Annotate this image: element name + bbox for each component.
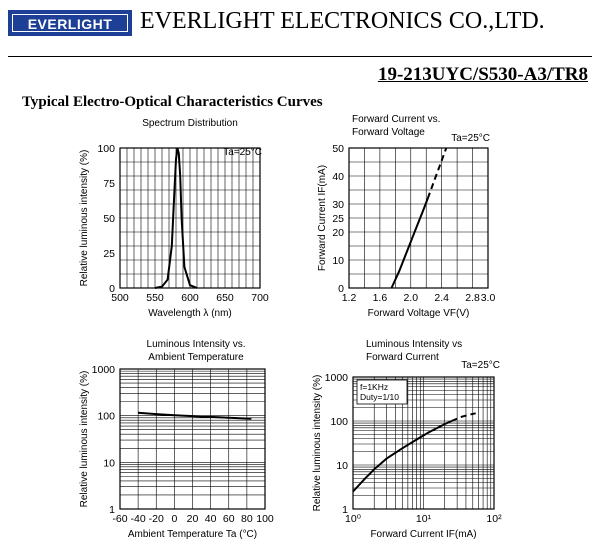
x-tick-label: 10² xyxy=(486,513,502,525)
legend-text: f=1KHz xyxy=(360,382,388,392)
y-tick-label: 75 xyxy=(103,178,115,190)
x-axis-label: Forward Current IF(mA) xyxy=(370,529,476,540)
x-axis-label: Wavelength λ (nm) xyxy=(148,308,232,319)
y-tick-label: 20 xyxy=(332,227,344,239)
everlight-logo: EVERLIGHT xyxy=(8,10,132,36)
x-tick-label: 10⁰ xyxy=(345,513,362,525)
x-tick-label: 3.0 xyxy=(481,292,496,304)
x-tick-label: 60 xyxy=(223,513,235,525)
chart-4: Luminous Intensity vs Forward Current Ta=2… xyxy=(312,339,502,540)
y-tick-label: 1 xyxy=(109,504,115,516)
x-axis-label: Ambient Temperature Ta (°C) xyxy=(128,529,257,540)
chart-condition: Ta=25°C xyxy=(461,360,500,371)
y-tick-label: 1 xyxy=(342,504,348,516)
y-tick-label: 100 xyxy=(97,411,115,423)
legend-box xyxy=(356,379,408,405)
y-tick-label: 30 xyxy=(332,199,344,211)
legend-text: Duty=1/10 xyxy=(360,392,399,402)
x-axis-label: Forward Voltage VF(V) xyxy=(368,308,470,319)
chart-title-line: Ambient Temperature xyxy=(148,352,244,363)
y-axis-label: Forward Current IF(mA) xyxy=(317,165,328,271)
y-axis-label: Relative luminous intensity (%) xyxy=(312,375,323,512)
x-tick-label: 1.6 xyxy=(373,292,388,304)
x-tick-label: 700 xyxy=(251,292,269,304)
y-axis-label: Relative luminous intensity (%) xyxy=(79,371,90,508)
chart-3: Luminous Intensity vs. Ambient Temperatur… xyxy=(79,339,274,540)
x-tick-label: 2.4 xyxy=(434,292,449,304)
series-line xyxy=(154,147,198,289)
y-axis-label: Relative luminous intensity (%) xyxy=(79,150,90,287)
series-line xyxy=(390,198,429,289)
y-tick-label: 1000 xyxy=(92,364,116,376)
chart-title-line: Luminous Intensity vs. xyxy=(147,339,246,350)
series-line xyxy=(138,411,252,420)
plot-frame xyxy=(352,376,495,510)
y-tick-label: 1000 xyxy=(325,372,349,384)
y-tick-label: 40 xyxy=(332,171,344,183)
x-tick-label: 10¹ xyxy=(416,513,432,525)
chart-2: Forward Current vs. Forward Voltage Ta=25°… xyxy=(317,114,495,319)
header-divider xyxy=(8,56,592,57)
part-number: 19-213UYC/S530-A3/TR8 xyxy=(377,64,588,85)
chart-title-line: Luminous Intensity vs xyxy=(366,339,462,350)
y-tick-label: 50 xyxy=(332,143,344,155)
x-tick-label: 20 xyxy=(187,513,199,525)
section-title: Typical Electro-Optical Characteristics … xyxy=(22,94,323,110)
chart-title-line: Forward Current xyxy=(366,352,439,363)
series-line xyxy=(451,412,476,422)
y-tick-label: 25 xyxy=(103,248,115,260)
x-tick-label: 40 xyxy=(205,513,217,525)
x-tick-label: 0 xyxy=(171,513,177,525)
x-tick-label: 600 xyxy=(181,292,199,304)
x-tick-label: 650 xyxy=(216,292,234,304)
y-tick-label: 0 xyxy=(109,283,115,295)
y-tick-label: 25 xyxy=(332,213,344,225)
y-tick-label: 10 xyxy=(332,255,344,267)
logo-text: EVERLIGHT xyxy=(12,14,128,32)
x-tick-label: -40 xyxy=(131,513,146,525)
x-tick-label: 550 xyxy=(146,292,164,304)
y-tick-label: 10 xyxy=(336,460,348,472)
x-tick-label: 2.0 xyxy=(403,292,418,304)
series-line xyxy=(352,420,453,493)
y-tick-label: 10 xyxy=(103,457,115,469)
x-tick-label: 1.2 xyxy=(342,292,357,304)
x-tick-label: 80 xyxy=(241,513,253,525)
chart-title-line: Forward Current vs. xyxy=(352,114,440,125)
plot-frame xyxy=(348,147,489,289)
y-tick-label: 100 xyxy=(330,416,348,428)
series-line xyxy=(426,147,448,199)
chart-condition: Ta=25°C xyxy=(451,133,490,144)
y-tick-label: 100 xyxy=(97,143,115,155)
y-tick-label: 50 xyxy=(103,213,115,225)
plot-frame xyxy=(119,147,261,289)
x-tick-label: 100 xyxy=(256,513,274,525)
chart-title-line: Forward Voltage xyxy=(352,127,425,138)
x-tick-label: 2.8 xyxy=(465,292,480,304)
y-tick-label: 0 xyxy=(338,283,344,295)
x-tick-label: -60 xyxy=(112,513,127,525)
x-tick-label: 500 xyxy=(111,292,129,304)
company-name: EVERLIGHT ELECTRONICS CO.,LTD. xyxy=(140,8,545,34)
chart-title: Spectrum Distribution xyxy=(142,118,238,129)
x-tick-label: -20 xyxy=(149,513,164,525)
plot-frame xyxy=(119,368,266,510)
chart-condition: Ta=25°C xyxy=(223,147,262,158)
